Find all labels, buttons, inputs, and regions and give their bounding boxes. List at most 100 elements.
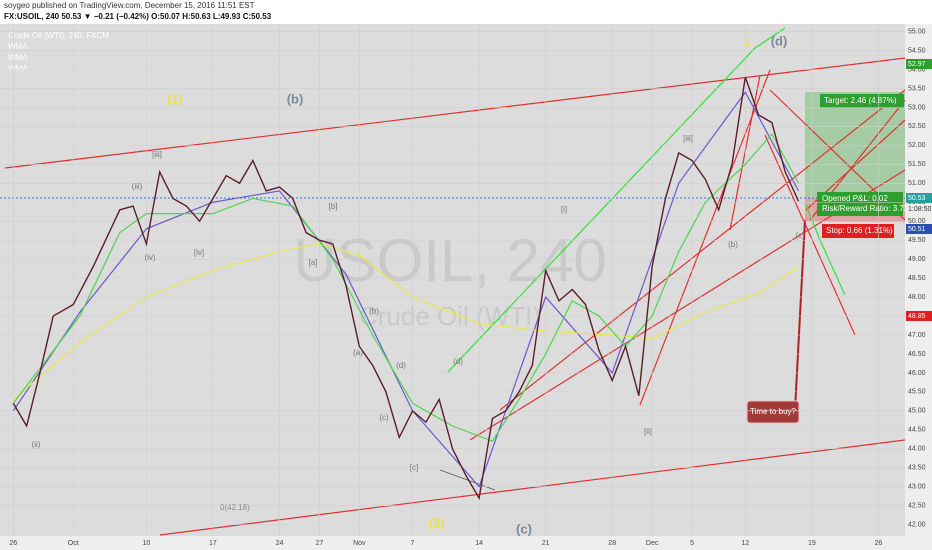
- wave-label: [iv]: [194, 248, 204, 257]
- y-tick-label: 53.50: [908, 85, 926, 92]
- y-tick-label: 51.00: [908, 180, 926, 187]
- series-line: [12, 132, 800, 442]
- y-tick-label: 43.00: [908, 484, 926, 491]
- y-tick-label: 54.00: [908, 66, 926, 73]
- wave-label: 1: [744, 36, 750, 48]
- wave-label: [iii]: [152, 150, 162, 159]
- target-box: [820, 94, 904, 108]
- price-tag-label: 52.97: [908, 61, 926, 68]
- watermark: USOIL, 240: [293, 227, 607, 294]
- x-tick-label: 12: [741, 540, 749, 547]
- y-tick-label: 49.50: [908, 237, 926, 244]
- wave-label: (2): [429, 515, 445, 530]
- y-tick-label: 45.50: [908, 389, 926, 396]
- wave-label: (b): [728, 240, 738, 249]
- legend-wma: WMA: [8, 42, 28, 51]
- x-tick-label: 17: [209, 540, 217, 547]
- rr: Risk/Reward Ratio: 3.73: [822, 204, 909, 213]
- x-tick-label: 14: [475, 540, 483, 547]
- wave-label: [b]: [329, 202, 338, 211]
- y-tick-label: 48.00: [908, 294, 926, 301]
- price-tag-label: 1:08:50: [908, 206, 931, 213]
- wave-label: (1): [167, 91, 183, 106]
- wave-label: (b): [369, 307, 379, 316]
- price-tag-label: 50.53: [908, 195, 926, 202]
- y-tick-label: 50.00: [908, 218, 926, 225]
- y-tick-label: 55.00: [908, 28, 926, 35]
- price-tag: [906, 311, 932, 321]
- x-tick-label: 26: [9, 540, 17, 547]
- wave-label: (iv): [144, 253, 155, 262]
- wave-label: [ii]: [644, 427, 652, 436]
- x-tick-label: Oct: [68, 540, 79, 547]
- legend-wma: WMA: [8, 64, 28, 73]
- legend-main: Crude Oil (WTI), 240, FXCM: [8, 31, 109, 40]
- wave-label: [a]: [309, 258, 318, 267]
- price-tag: [906, 224, 932, 234]
- series-line: [12, 243, 799, 400]
- price-tag-label: 48.85: [908, 313, 926, 320]
- x-tick-label: 21: [542, 540, 550, 547]
- y-tick-label: 42.50: [908, 503, 926, 510]
- y-tick-label: 52.50: [908, 123, 926, 130]
- wave-label: [c]: [410, 463, 418, 472]
- trend-lines: [4, 57, 906, 536]
- stop: Stop: 0.66 (1.31%): [826, 226, 893, 235]
- price-tag-label: 50.51: [908, 226, 926, 233]
- low-label: 0(42.18): [220, 503, 250, 512]
- y-tick-label: 49.00: [908, 256, 926, 263]
- x-tick-label: 7: [411, 540, 415, 547]
- y-tick-label: 42.00: [908, 521, 926, 528]
- y-tick-label: 46.00: [908, 370, 926, 377]
- wave-label: (c): [516, 521, 532, 536]
- target: Target: 2.46 (4.87%): [824, 96, 897, 105]
- y-tick-label: 44.50: [908, 427, 926, 434]
- y-tick-label: 43.50: [908, 465, 926, 472]
- header: soygeo published on TradingView.com, Dec…: [4, 1, 255, 10]
- x-tick-label: 28: [608, 540, 616, 547]
- x-tick-label: 19: [808, 540, 816, 547]
- x-tick-label: Nov: [353, 540, 366, 547]
- stop-box: [822, 224, 894, 238]
- x-tick-label: 5: [690, 540, 694, 547]
- y-tick-label: 53.00: [908, 104, 926, 111]
- quote: FX:USOIL, 240 50.53 ▼ −0.21 (−0.42%) O:5…: [4, 12, 272, 21]
- pnl-box: [817, 192, 903, 216]
- y-tick-label: 51.50: [908, 161, 926, 168]
- series-line: [12, 76, 800, 501]
- x-tick-label: 10: [142, 540, 150, 547]
- price-axis: [905, 24, 932, 550]
- y-tick-label: 47.00: [908, 332, 926, 339]
- y-tick-label: 54.50: [908, 47, 926, 54]
- wave-label: [i]: [561, 205, 567, 214]
- wave-label: (c): [379, 413, 389, 422]
- callout-pointer: [794, 219, 806, 411]
- wave-label: (ii): [32, 440, 41, 449]
- price-tag: [906, 204, 932, 214]
- wave-label: [iii]: [683, 134, 693, 143]
- x-tick-label: 24: [276, 540, 284, 547]
- y-tick-label: 44.00: [908, 446, 926, 453]
- x-tick-label: 26: [874, 540, 882, 547]
- callout-box: [746, 400, 800, 424]
- wave-label: (a): [353, 348, 363, 357]
- y-tick-label: 46.50: [908, 351, 926, 358]
- wave-label: (iii): [132, 182, 143, 191]
- header-bar: [0, 0, 932, 24]
- y-tick-label: 45.00: [908, 408, 926, 415]
- price-tag: [906, 59, 932, 69]
- wave-label: (d): [396, 361, 406, 370]
- time-axis: [0, 536, 905, 550]
- callout: Time to buy?: [750, 407, 796, 416]
- legend-wma: WMA: [8, 53, 28, 62]
- y-tick-label: 52.00: [908, 142, 926, 149]
- price-tag: [906, 193, 932, 203]
- x-tick-label: Dec: [646, 540, 659, 547]
- wave-label: (b): [287, 91, 304, 106]
- wave-label: (d): [771, 33, 788, 48]
- y-tick-label: 48.50: [908, 275, 926, 282]
- x-tick-label: 27: [316, 540, 324, 547]
- pnl: Opened P&L: 0.02: [822, 194, 888, 203]
- wave-label: (c): [795, 231, 805, 240]
